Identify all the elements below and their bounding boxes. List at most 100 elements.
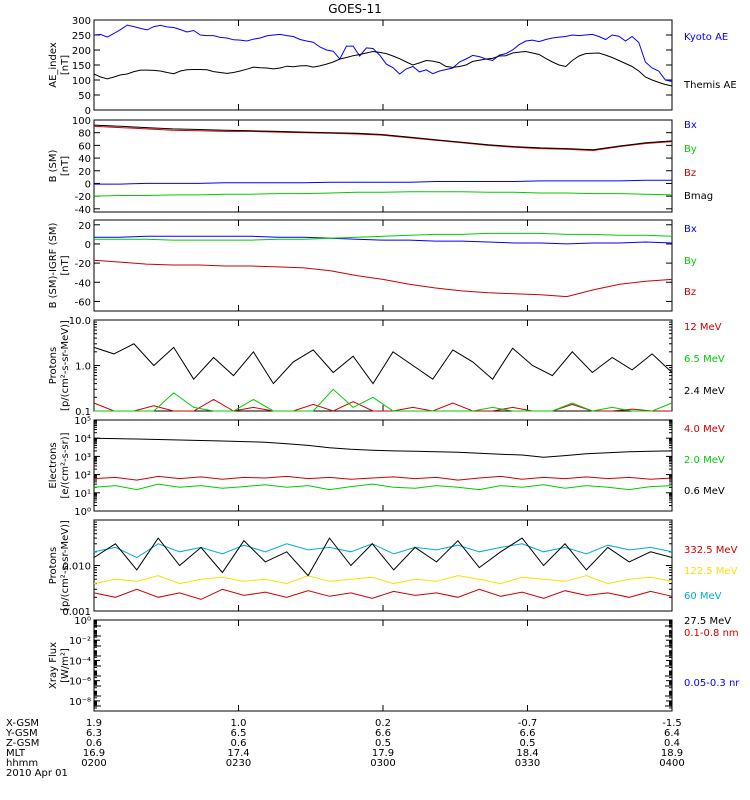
legend-label: 2.4 MeV xyxy=(684,386,725,397)
y-tick-label: 0 xyxy=(85,106,91,117)
y-axis-unit: [p/(cm²-s-sr-MeV)] xyxy=(60,320,71,411)
y-tick-label: -20 xyxy=(75,192,91,203)
y-tick-label: 0.001 xyxy=(62,607,91,618)
x-row-value: 0.5 xyxy=(520,738,536,749)
legend-label: 0.1-0.8 nm xyxy=(684,628,739,639)
y-tick-label: 10⁴ xyxy=(74,434,91,445)
legend-label: Bz xyxy=(684,168,696,179)
y-tick-label: 0.010 xyxy=(62,562,91,573)
y-tick-label: -60 xyxy=(75,297,91,308)
y-axis-unit: [W/m²] xyxy=(60,648,71,683)
y-axis-label: Electrons xyxy=(48,442,59,488)
series-line-by xyxy=(94,232,673,241)
x-row-value: 0.4 xyxy=(664,738,680,749)
series-line-themis-ae xyxy=(93,50,673,87)
legend-label: 6.5 MeV xyxy=(684,354,725,365)
x-row-label: Z-GSM xyxy=(6,738,39,749)
y-tick-label: 1.0 xyxy=(75,362,91,373)
x-row-value: 0200 xyxy=(81,758,106,769)
legend-label: By xyxy=(684,256,697,267)
legend-label: 4.0 MeV xyxy=(684,424,725,435)
y-tick-label: 10¹ xyxy=(74,489,91,500)
panel-5: 10⁰ 10¹ 10² 10³ 10⁴ 10⁵ Electrons [e/(cm²-s-sr)… xyxy=(48,416,725,518)
x-row-value: 1.0 xyxy=(231,718,247,729)
series-line-by xyxy=(93,191,673,197)
x-row-value: 0.5 xyxy=(375,738,391,749)
panel-7: 10⁻⁸ 10⁻⁶ 10⁻⁴ 10⁻² 10⁰ Xray Flux [W/m²] 0.1-0.… xyxy=(48,616,740,712)
series-line-12-mev xyxy=(93,398,672,412)
x-row-value: 0330 xyxy=(515,758,540,769)
series-line-2-0-mev xyxy=(93,483,673,491)
y-tick-label: 100 xyxy=(72,116,91,127)
legend-label: Bx xyxy=(684,120,697,131)
x-row-value: 17.4 xyxy=(227,748,249,759)
y-axis-unit: [e/(cm²-s-sr)] xyxy=(60,432,71,498)
y-tick-label: 10⁰ xyxy=(74,507,91,518)
y-tick-label: 10⁻⁶ xyxy=(69,677,91,688)
y-tick-label: 0 xyxy=(85,179,91,190)
x-row-label: hhmm xyxy=(6,758,38,769)
y-tick-label: 100 xyxy=(72,76,91,87)
legend-label: Bmag xyxy=(684,191,713,202)
x-row-value: 0.6 xyxy=(86,738,102,749)
y-tick-label: 10.0 xyxy=(69,316,91,327)
x-row-value: 1.9 xyxy=(86,718,102,729)
series-line-bz xyxy=(93,125,673,152)
series-line-60-mev xyxy=(93,543,673,559)
y-tick-label: 40 xyxy=(78,154,91,165)
x-row-label: X-GSM xyxy=(6,718,39,729)
legend-label: 12 MeV xyxy=(684,322,722,333)
x-row-value: -0.7 xyxy=(518,718,538,729)
panel-4: 0.1 1.0 10.0 Protons [p/(cm²-s-sr-MeV)] 12 Me… xyxy=(48,316,725,418)
y-tick-label: 10² xyxy=(74,471,91,482)
panel-frame xyxy=(93,619,673,712)
series-line-27-5-mev xyxy=(93,537,673,577)
series-line-bmag xyxy=(93,124,673,151)
y-tick-label: 50 xyxy=(78,91,91,102)
y-tick-label: 10³ xyxy=(74,452,91,463)
panel-frame xyxy=(93,19,673,111)
x-row-value: 6.6 xyxy=(375,728,391,739)
y-axis-unit: [nT] xyxy=(60,255,71,275)
y-tick-label: 250 xyxy=(72,31,91,42)
x-row-label: MLT xyxy=(6,748,26,759)
y-axis-label: AE_index xyxy=(48,42,59,88)
series-line-332-5-mev xyxy=(93,588,673,600)
y-tick-label: 200 xyxy=(72,46,91,57)
series-line-0-6-mev xyxy=(93,437,673,458)
x-row-label: Y-GSM xyxy=(5,728,38,739)
x-row-value: 0.6 xyxy=(231,738,247,749)
y-axis-unit: [nT] xyxy=(60,156,71,176)
x-row-value: -1.5 xyxy=(662,718,682,729)
y-axis-unit: [nT] xyxy=(60,55,71,75)
series-line-bx xyxy=(94,235,673,245)
y-tick-label: 10⁻⁴ xyxy=(69,656,91,667)
y-axis-label: Xray Flux xyxy=(48,642,59,689)
y-tick-label: 20 xyxy=(78,221,91,232)
legend-label: 2.0 MeV xyxy=(684,455,725,466)
series-line-bz xyxy=(93,259,673,298)
x-row-value: 18.4 xyxy=(516,748,538,759)
x-row-value: 17.9 xyxy=(372,748,394,759)
y-tick-label: 10⁻² xyxy=(69,636,91,647)
y-axis-label: Protons xyxy=(48,547,59,584)
x-row-value: 6.5 xyxy=(231,728,247,739)
panel-frame xyxy=(93,519,673,612)
series-line-bx xyxy=(94,179,672,185)
series-line-122-5-mev xyxy=(93,575,673,585)
y-tick-label: 0.1 xyxy=(75,407,91,418)
x-row-value: 0230 xyxy=(226,758,251,769)
legend-label: Bz xyxy=(684,287,696,298)
y-axis-label: B (SM) xyxy=(48,149,59,182)
legend-label: 122.5 MeV xyxy=(684,566,738,577)
x-row-value: 18.9 xyxy=(661,748,683,759)
panel-3: -60 -40 -20 0 20 B (SM)-IGRF (SM) [nT] Bx By Bz xyxy=(48,219,697,312)
y-tick-label: 150 xyxy=(72,61,91,72)
legend-label: Themis AE xyxy=(683,80,737,91)
y-tick-label: 80 xyxy=(78,129,91,140)
y-tick-label: -40 xyxy=(75,278,91,289)
